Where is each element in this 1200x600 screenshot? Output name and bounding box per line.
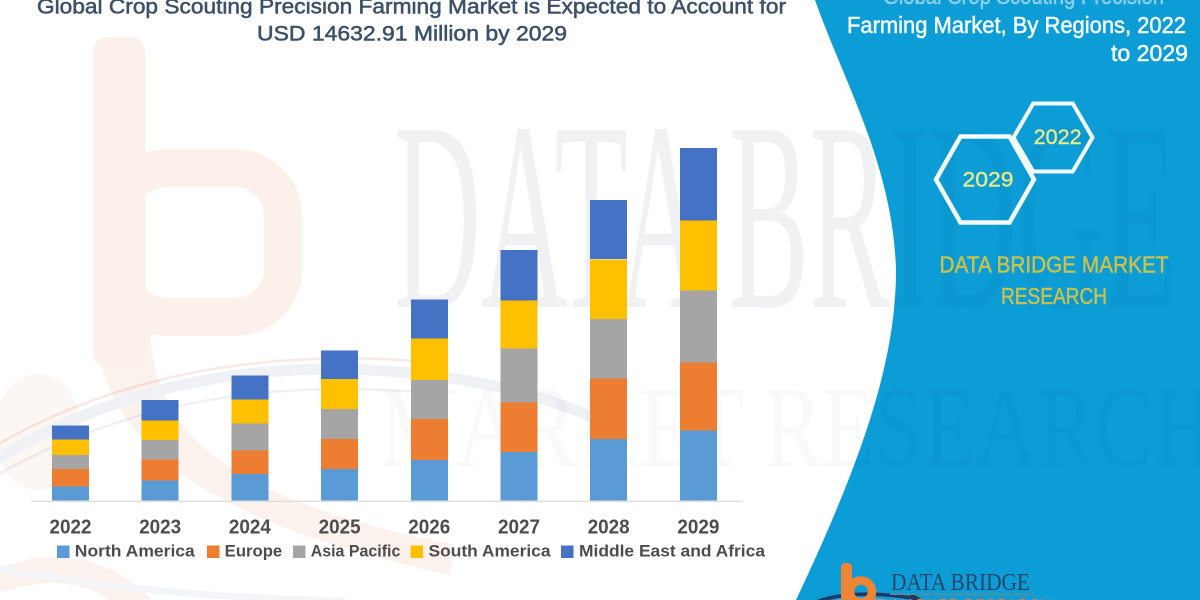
svg-text:DATA BRIDGE: DATA BRIDGE: [891, 569, 1030, 596]
svg-text:Farming Market, By Regions, 20: Farming Market, By Regions, 2022: [847, 12, 1186, 38]
svg-text:DATA BRIDGE MARKET: DATA BRIDGE MARKET: [940, 252, 1169, 278]
svg-text:RESEARCH: RESEARCH: [1001, 283, 1107, 309]
svg-text:Europe: Europe: [225, 543, 283, 561]
svg-text:South America: South America: [429, 543, 552, 561]
svg-text:2027: 2027: [498, 517, 540, 539]
svg-text:Global Crop Scouting Precision: Global Crop Scouting Precision Farming M…: [37, 0, 786, 19]
svg-text:2023: 2023: [139, 517, 181, 539]
svg-text:2022: 2022: [1034, 126, 1082, 149]
svg-text:2029: 2029: [677, 517, 719, 539]
svg-text:2025: 2025: [319, 517, 361, 539]
svg-text:2024: 2024: [229, 517, 272, 539]
svg-text:Asia Pacific: Asia Pacific: [311, 543, 401, 561]
svg-text:MARKET RESEARCH: MARKET RESEARCH: [893, 596, 1053, 600]
svg-text:USD 14632.91 Million by 2029: USD 14632.91 Million by 2029: [257, 22, 567, 46]
svg-text:North America: North America: [75, 543, 196, 561]
svg-text:2026: 2026: [408, 517, 450, 539]
svg-text:2029: 2029: [963, 169, 1014, 192]
svg-text:Middle East and Africa: Middle East and Africa: [579, 543, 766, 561]
svg-text:2022: 2022: [50, 517, 92, 539]
svg-text:Global Crop Scouting Precision: Global Crop Scouting Precision: [883, 0, 1164, 9]
svg-text:2028: 2028: [588, 517, 630, 539]
svg-text:to 2029: to 2029: [1111, 40, 1188, 66]
